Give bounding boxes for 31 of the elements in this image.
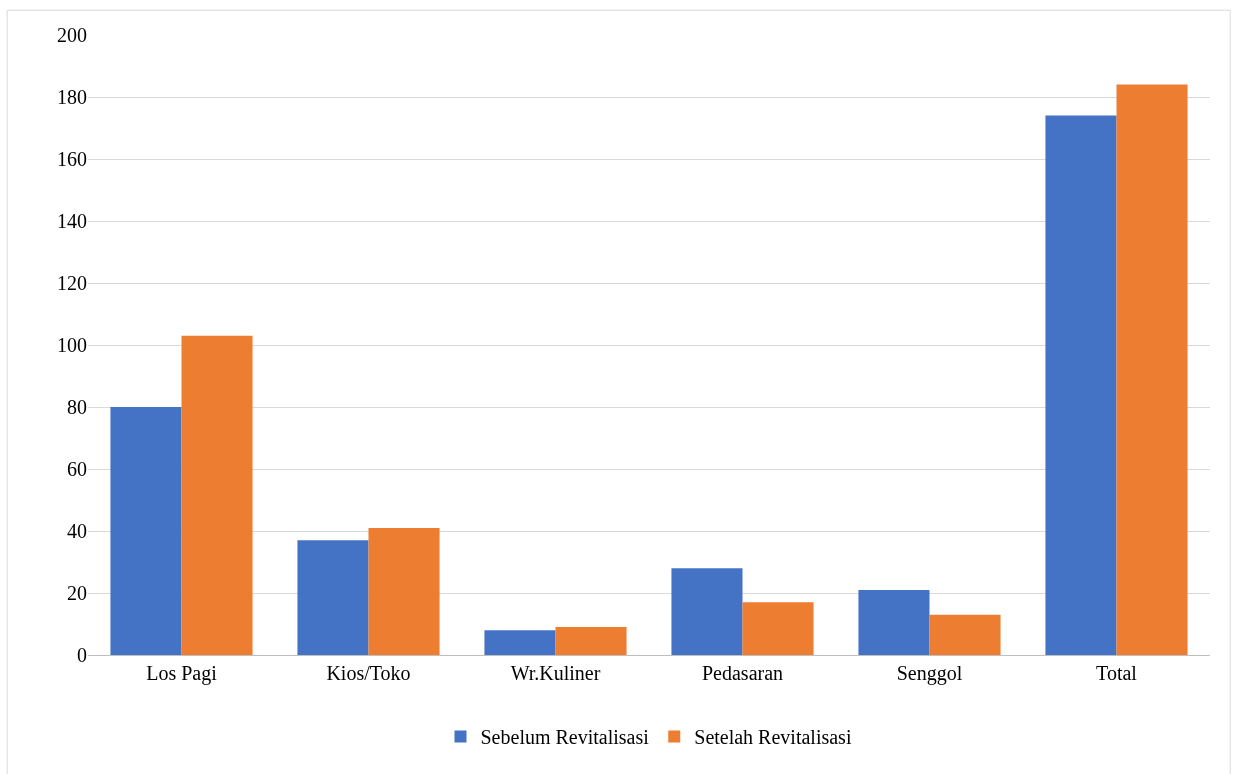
legend-label: Sebelum Revitalisasi xyxy=(480,726,650,749)
x-tick-label: Wr.Kuliner xyxy=(510,662,601,684)
bar xyxy=(297,540,369,655)
x-tick-label: Total xyxy=(1096,662,1138,684)
y-tick-label: 100 xyxy=(57,334,87,356)
y-tick-label: 20 xyxy=(67,582,87,604)
bar xyxy=(671,568,743,655)
y-tick-label: 200 xyxy=(57,24,87,46)
legend-label: Setelah Revitalisasi xyxy=(694,726,852,749)
bar xyxy=(858,589,930,655)
x-tick-label: Kios/Toko xyxy=(326,662,411,684)
y-tick-label: 140 xyxy=(57,210,87,232)
y-tick-label: 40 xyxy=(67,520,87,542)
x-tick-label: Senggol xyxy=(896,662,963,685)
y-tick-label: 0 xyxy=(77,644,87,666)
bar xyxy=(929,614,1001,655)
y-tick-label: 180 xyxy=(57,86,87,108)
bar xyxy=(1116,84,1188,655)
bar xyxy=(110,407,182,655)
x-tick-label: Pedasaran xyxy=(701,662,784,684)
bar xyxy=(181,335,253,655)
bar xyxy=(368,527,440,655)
x-tick-label: Los Pagi xyxy=(146,662,218,685)
bar xyxy=(1045,115,1117,655)
bar xyxy=(742,602,814,655)
y-tick-label: 80 xyxy=(67,396,87,418)
bar xyxy=(484,630,556,655)
y-tick-label: 60 xyxy=(67,458,87,480)
y-tick-label: 120 xyxy=(57,272,87,294)
y-tick-label: 160 xyxy=(57,148,87,170)
bar xyxy=(555,627,627,655)
